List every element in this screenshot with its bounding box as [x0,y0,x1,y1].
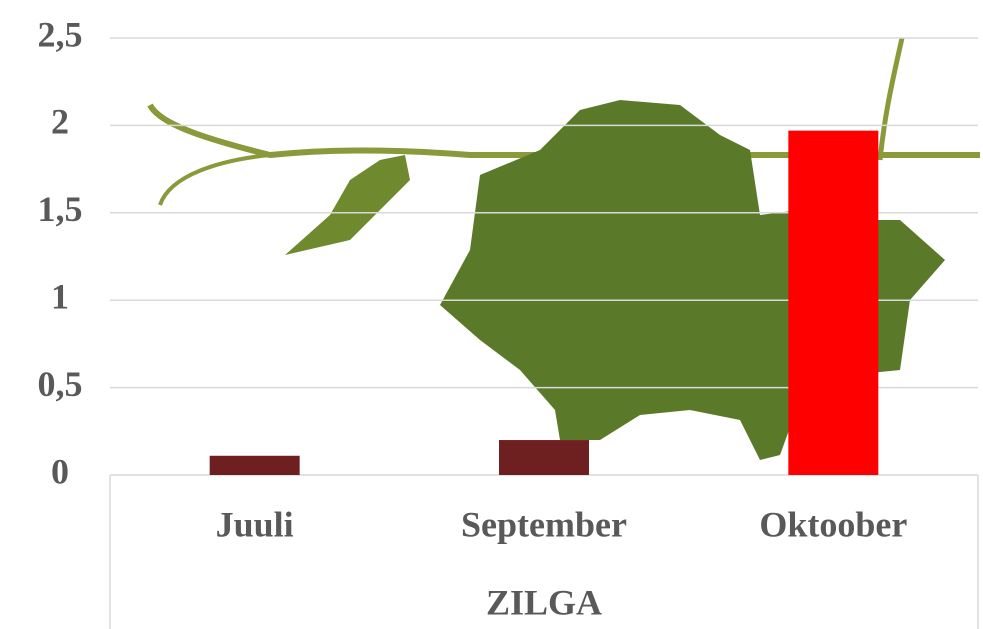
x-axis-title: ZILGA [486,582,602,622]
y-tick-label: 2,5 [38,14,83,54]
bar [499,440,589,475]
bar [788,131,878,475]
tendril [160,155,270,205]
y-tick-label: 1 [51,276,69,316]
y-tick-label: 0,5 [38,364,83,404]
small-leaf [285,155,410,255]
x-tick-label: September [461,504,627,544]
x-tick-label: Oktoober [759,504,907,544]
y-tick-label: 2 [51,102,69,142]
chart: ZILGA 0 0,5 1 1,5 2 2,5 Juuli September Oktoober [0,0,983,629]
y-tick-label: 1,5 [38,189,83,229]
stem [880,38,902,160]
bar [210,456,300,475]
y-tick-label: 0 [51,451,69,491]
x-tick-label: Juuli [216,504,294,544]
page: ZILGA 0 0,5 1 1,5 2 2,5 Juuli September Oktoober… [0,0,983,629]
